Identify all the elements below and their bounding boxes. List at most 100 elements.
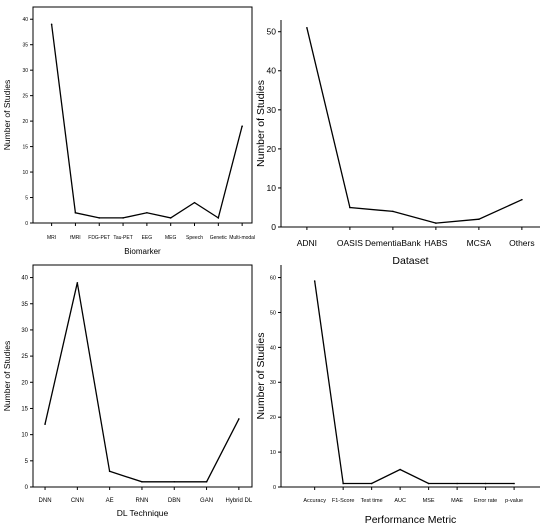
biomarker-data-point — [98, 217, 101, 219]
dltech-x-tick-label: RNN — [135, 498, 148, 504]
biomarker-y-tick-label: 35 — [22, 42, 28, 48]
dataset-panel: 0 10 20 30 40 50 ADNI OASIS DementiaBank HABS MCSA… — [255, 20, 540, 267]
dltech-x-tick-label: DNN — [39, 498, 52, 504]
perfmetric-data-point — [427, 482, 430, 485]
perfmetric-y-tick-label: 10 — [270, 450, 276, 456]
dataset-data-point — [392, 210, 394, 213]
perfmetric-x-tick-label: Accuracy — [303, 498, 326, 504]
biomarker-data-point — [217, 217, 220, 219]
dataset-x-tick-label: Others — [509, 238, 535, 248]
dataset-x-tick-label: MCSA — [467, 238, 492, 248]
biomarker-data-point — [169, 217, 172, 219]
dltech-series-line — [44, 282, 240, 483]
biomarker-y-tick-label: 25 — [22, 93, 28, 99]
biomarker-x-tick-label: EEG — [142, 235, 153, 241]
dltech-data-point — [205, 480, 208, 483]
dataset-x-tick-label: HABS — [424, 238, 447, 248]
perfmetric-x-tick-label: p-value — [505, 498, 523, 504]
biomarker-y-tick-label: 0 — [25, 221, 28, 227]
dltech-y-tick-label: 40 — [21, 276, 28, 282]
dltech-x-tick-label: AE — [106, 498, 114, 504]
biomarker-data-point — [122, 217, 124, 219]
perfmetric-x-tick-label: MAE — [451, 498, 463, 504]
dltech-x-tick-label: Hybrid DL — [226, 498, 253, 504]
perfmetric-y-axis-label: Number of Studies — [255, 333, 267, 420]
perfmetric-x-tick-label: F1-Score — [332, 498, 355, 504]
biomarker-x-tick-label: MRI — [47, 235, 56, 241]
dataset-y-tick-label: 50 — [267, 27, 277, 37]
perfmetric-data-point — [456, 482, 458, 485]
dltech-x-axis-label: DL Technique — [117, 508, 169, 518]
dltech-y-tick-label: 10 — [21, 433, 28, 439]
dltech-plot-frame — [32, 264, 253, 488]
dataset-series-line — [306, 27, 523, 224]
dltech-y-tick-label: 30 — [21, 328, 28, 334]
biomarker-y-axis-label: Number of Studies — [2, 80, 12, 150]
perfmetric-x-tick-label: Error rate — [474, 498, 497, 504]
perfmetric-x-tick-label: Test time — [361, 498, 383, 504]
dataset-y-tick-label: 40 — [267, 66, 277, 76]
dltech-data-point — [44, 423, 46, 425]
biomarker-data-point — [74, 212, 77, 214]
perfmetric-data-point — [513, 482, 515, 485]
dltech-y-tick-label: 35 — [21, 302, 28, 308]
perfmetric-x-tick-label: AUC — [394, 498, 406, 504]
dataset-data-point — [521, 198, 523, 201]
perfmetric-panel: 0 10 20 30 40 50 60 Accuracy F1-Score Test time AU… — [255, 265, 540, 526]
dltech-data-point — [108, 470, 111, 473]
perfmetric-data-point — [342, 482, 344, 485]
dltech-x-tick-label: GAN — [200, 498, 213, 504]
dataset-y-axis-label: Number of Studies — [255, 80, 267, 167]
dltech-x-tick-label: DBN — [168, 498, 181, 504]
dataset-data-point — [349, 206, 351, 209]
biomarker-data-point — [241, 125, 243, 128]
perfmetric-y-tick-label: 30 — [270, 380, 276, 386]
biomarker-y-tick-label: 30 — [22, 68, 28, 74]
dataset-x-axis-label: Dataset — [392, 255, 428, 267]
perfmetric-y-tick-label: 60 — [270, 275, 276, 281]
biomarker-series-line — [50, 24, 243, 219]
perfmetric-y-tick-label: 40 — [270, 345, 276, 351]
biomarker-y-tick-label: 40 — [22, 17, 28, 23]
biomarker-y-tick-label: 20 — [22, 119, 28, 125]
dltech-y-tick-label: 5 — [25, 459, 29, 465]
dataset-data-point — [478, 218, 480, 220]
dataset-data-point — [306, 27, 308, 29]
dataset-data-point — [435, 222, 437, 224]
biomarker-x-tick-label: fMRI — [70, 235, 81, 241]
biomarker-plot-frame — [32, 6, 253, 224]
biomarker-x-tick-label: Tau-PET — [113, 235, 132, 241]
dataset-y-tick-label: 10 — [267, 183, 277, 193]
biomarker-y-tick-label: 10 — [22, 170, 28, 176]
dltech-y-tick-label: 15 — [21, 407, 28, 413]
dltech-data-point — [141, 480, 143, 483]
biomarker-x-tick-label: Speech — [186, 235, 203, 241]
biomarker-x-axis-label: Biomarker — [124, 247, 161, 256]
dataset-x-tick-label: ADNI — [297, 238, 317, 248]
dltech-y-tick-label: 20 — [21, 380, 28, 386]
dataset-x-tick-label: OASIS — [337, 238, 363, 248]
biomarker-x-tick-label: Multi-modal — [229, 235, 255, 241]
biomarker-data-point — [193, 201, 196, 204]
perfmetric-data-point — [484, 482, 487, 485]
biomarker-x-tick-label: Genetic — [210, 235, 228, 241]
dataset-y-tick-label: 0 — [271, 222, 276, 232]
perfmetric-y-tick-label: 0 — [273, 485, 276, 491]
dltech-data-point — [76, 282, 79, 284]
perfmetric-data-point — [399, 468, 401, 471]
perfmetric-data-point — [313, 280, 316, 282]
dltech-y-axis-label: Number of Studies — [2, 341, 12, 411]
perfmetric-x-tick-label: MSE — [423, 498, 435, 504]
dataset-y-tick-label: 20 — [267, 144, 277, 154]
dltech-y-tick-label: 0 — [25, 485, 29, 491]
dltech-x-tick-label: CNN — [71, 498, 84, 504]
perfmetric-y-tick-label: 20 — [270, 415, 276, 421]
perfmetric-y-tick-label: 50 — [270, 310, 276, 316]
biomarker-y-tick-label: 5 — [25, 195, 28, 201]
dltech-panel: 0 5 10 15 20 25 30 35 40 DNN CNN AE RNN DBN GAN Hybrid … — [2, 264, 253, 518]
dataset-y-tick-label: 30 — [267, 105, 277, 115]
dltech-data-point — [238, 418, 240, 420]
perfmetric-data-point — [370, 482, 373, 485]
